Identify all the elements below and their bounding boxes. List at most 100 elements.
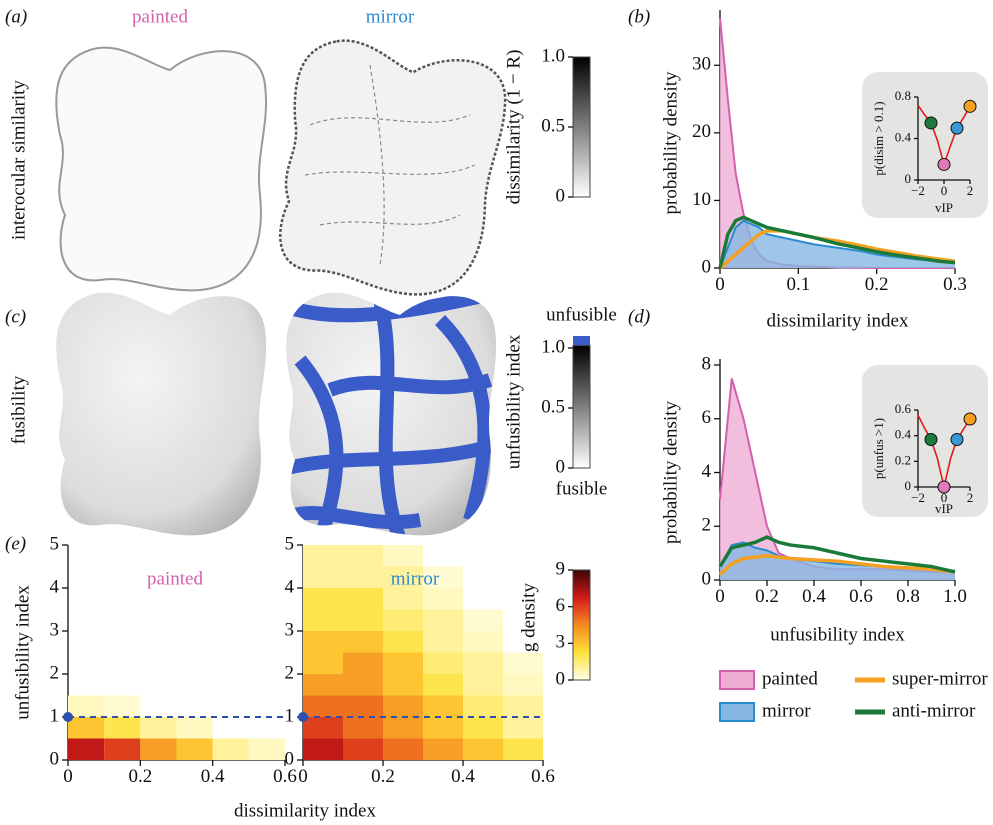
x-tick-label: −2 — [911, 183, 925, 198]
x-tick-label: 0 — [941, 183, 948, 198]
density-cell — [423, 588, 463, 610]
density-cell — [383, 653, 423, 675]
density-cell — [423, 631, 463, 653]
density-cell — [140, 653, 176, 675]
density-cell — [343, 567, 383, 589]
y-tick-label: 3 — [50, 619, 60, 640]
colorbar-label: dissimilarity (1 − R) — [503, 50, 524, 205]
density-cell — [303, 567, 343, 589]
density-cell — [303, 717, 343, 739]
legend-swatch — [720, 703, 754, 721]
y-tick-label: 0.6 — [895, 401, 912, 416]
row-label: interocular similarity — [8, 80, 29, 240]
x-tick-label: 1.0 — [943, 586, 967, 607]
density-cell — [343, 696, 383, 718]
density-cell — [423, 653, 463, 675]
y-tick-label: 0.4 — [895, 129, 912, 144]
x-tick-label: −2 — [911, 490, 925, 505]
chart-title: mirror — [391, 568, 440, 589]
density-cell — [503, 674, 543, 696]
density-cell — [383, 739, 423, 761]
density-cell — [303, 610, 343, 632]
density-cell — [68, 653, 104, 675]
colorbar-tick-label: 1.0 — [541, 336, 565, 357]
density-cell — [213, 545, 249, 567]
density-cell — [104, 739, 140, 761]
density-cell — [343, 610, 383, 632]
density-cell — [503, 739, 543, 761]
x-axis-label: vIP — [935, 200, 953, 215]
density-cell — [177, 588, 213, 610]
y-tick-label: 0 — [905, 478, 912, 493]
density-cell — [68, 631, 104, 653]
density-cell — [383, 631, 423, 653]
density-cell — [213, 567, 249, 589]
x-tick-label: 0.6 — [531, 766, 555, 787]
density-cell — [68, 696, 104, 718]
density-cell — [249, 545, 285, 567]
colorbar-tick-label: 0.5 — [541, 115, 565, 136]
colorbar-tick-label: 0 — [556, 668, 566, 689]
density-cell — [104, 545, 140, 567]
density-cell — [68, 674, 104, 696]
x-tick-label: 0.3 — [943, 274, 967, 295]
colorbar-tick-label: 3 — [556, 632, 566, 653]
density-cell — [177, 696, 213, 718]
y-tick-label: 0 — [702, 568, 712, 589]
density-cell — [303, 588, 343, 610]
density-cell — [303, 674, 343, 696]
density-cell — [303, 545, 343, 567]
density-cell — [383, 588, 423, 610]
y-tick-label: 0 — [50, 748, 60, 769]
x-tick-label: 0.8 — [896, 586, 920, 607]
density-cell — [213, 588, 249, 610]
panel-label: (d) — [628, 306, 650, 327]
density-cell — [503, 696, 543, 718]
y-tick-label: 1 — [50, 705, 60, 726]
y-tick-label: 2 — [285, 662, 295, 683]
density-cell — [68, 739, 104, 761]
colorbar-bottom-label: fusible — [556, 478, 608, 499]
point — [964, 100, 976, 112]
point — [951, 122, 963, 134]
point — [925, 434, 937, 446]
density-cell — [343, 653, 383, 675]
density-cell — [213, 717, 249, 739]
density-cell — [104, 610, 140, 632]
x-tick-label: 0.4 — [201, 766, 225, 787]
density-cell — [68, 717, 104, 739]
legend-label: painted — [762, 668, 818, 689]
y-tick-label: 0.8 — [895, 88, 911, 103]
density-cell — [213, 653, 249, 675]
x-tick-label: 0.2 — [865, 274, 889, 295]
y-tick-label: 10 — [692, 189, 711, 210]
density-cell — [503, 545, 543, 567]
density-cell — [343, 717, 383, 739]
density-cell — [343, 674, 383, 696]
density-cell — [423, 674, 463, 696]
density-cell — [383, 717, 423, 739]
x-axis-label: unfusibility index — [770, 624, 905, 645]
density-cell — [213, 610, 249, 632]
density-cell — [303, 631, 343, 653]
colorbar-top-label: unfusible — [546, 304, 617, 325]
density-cell — [249, 696, 285, 718]
density-cell — [140, 610, 176, 632]
density-cell — [68, 567, 104, 589]
density-cell — [249, 653, 285, 675]
legend-label: anti-mirror — [892, 700, 976, 721]
density-cell — [463, 610, 503, 632]
y-tick-label: 4 — [285, 576, 295, 597]
density-cell — [68, 610, 104, 632]
point — [925, 117, 937, 129]
density-cell — [249, 588, 285, 610]
density-cell — [249, 631, 285, 653]
density-cell — [423, 717, 463, 739]
x-tick-label: 0.6 — [849, 586, 873, 607]
figure: (a)(b)(c)(d)(e)paintedmirrorinterocular … — [0, 0, 993, 825]
colorbar-tick-label: 0.5 — [541, 396, 565, 417]
x-axis-label: dissimilarity index — [234, 800, 376, 821]
y-axis-label: probability density — [660, 400, 681, 544]
colorbar-tick-label: 1.0 — [541, 45, 565, 66]
y-tick-label: 1 — [285, 705, 295, 726]
